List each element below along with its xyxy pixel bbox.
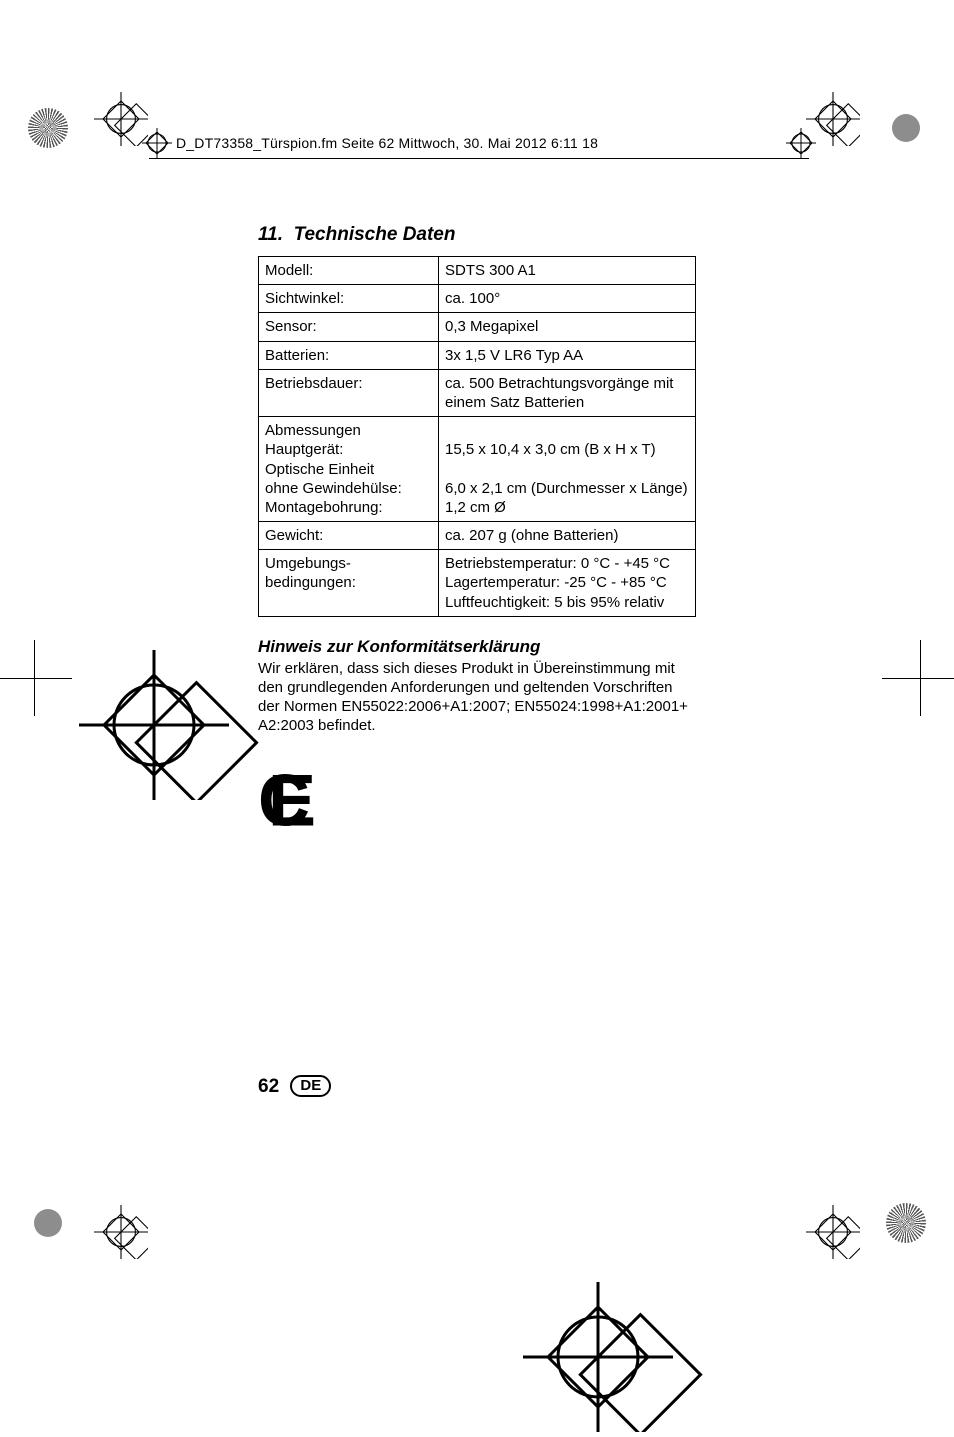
crop-mark-icon <box>806 1205 860 1259</box>
reg-mark-bottom-right <box>884 1201 928 1245</box>
crop-mark-icon <box>448 1282 508 1342</box>
reg-mark-top-left <box>26 106 70 150</box>
spec-value: SDTS 300 A1 <box>439 257 696 285</box>
crop-mark-icon <box>4 650 64 710</box>
reg-mark-top-right <box>884 106 928 150</box>
table-row: Umgebungs- bedingungen:Betriebstemperatu… <box>259 550 696 617</box>
main-content: 11. Technische Daten Modell:SDTS 300 A1S… <box>258 224 696 842</box>
header-filename: D_DT73358_Türspion.fm Seite 62 Mittwoch,… <box>176 135 598 151</box>
country-badge: DE <box>290 1075 331 1097</box>
spec-value: 15,5 x 10,4 x 3,0 cm (B x H x T) 6,0 x 2… <box>439 417 696 522</box>
table-row: Sichtwinkel:ca. 100° <box>259 285 696 313</box>
spec-value: 0,3 Megapixel <box>439 313 696 341</box>
conformity-text: Wir erklären, dass sich dieses Produkt i… <box>258 659 696 736</box>
conformity-heading: Hinweis zur Konformitätserklärung <box>258 637 696 657</box>
crop-mark-icon <box>94 1205 148 1259</box>
spec-label: Modell: <box>259 257 439 285</box>
spec-value: Betriebstemperatur: 0 °C - +45 °C Lagert… <box>439 550 696 617</box>
crop-mark-icon <box>94 92 148 146</box>
spec-label: Umgebungs- bedingungen: <box>259 550 439 617</box>
spec-label: Sensor: <box>259 313 439 341</box>
spec-value: ca. 207 g (ohne Batterien) <box>439 522 696 550</box>
table-row: Modell:SDTS 300 A1 <box>259 257 696 285</box>
spec-value: ca. 500 Betrachtungsvorgänge mit einem S… <box>439 369 696 416</box>
table-row: Betriebsdauer:ca. 500 Betrachtungsvorgän… <box>259 369 696 416</box>
spec-label: Sichtwinkel: <box>259 285 439 313</box>
section-title: Technische Daten <box>294 224 456 245</box>
spec-value: ca. 100° <box>439 285 696 313</box>
header-cross-right-icon <box>786 128 816 158</box>
header-rule <box>149 158 809 159</box>
spec-label: Abmessungen Hauptgerät: Optische Einheit… <box>259 417 439 522</box>
spec-table: Modell:SDTS 300 A1Sichtwinkel:ca. 100°Se… <box>258 256 696 617</box>
table-row: Batterien:3x 1,5 V LR6 Typ AA <box>259 341 696 369</box>
ce-mark-icon: C E <box>258 759 696 843</box>
spec-label: Batterien: <box>259 341 439 369</box>
table-row: Abmessungen Hauptgerät: Optische Einheit… <box>259 417 696 522</box>
page-footer: 62 DE <box>258 1075 331 1098</box>
spec-value: 3x 1,5 V LR6 Typ AA <box>439 341 696 369</box>
page-number: 62 <box>258 1076 279 1097</box>
header-cross-left-icon <box>142 128 172 158</box>
table-row: Sensor:0,3 Megapixel <box>259 313 696 341</box>
reg-mark-bottom-left <box>26 1201 70 1245</box>
spec-label: Gewicht: <box>259 522 439 550</box>
spec-label: Betriebsdauer: <box>259 369 439 416</box>
section-number: 11. <box>258 224 283 245</box>
section-heading: 11. Technische Daten <box>258 224 696 246</box>
crop-mark-icon <box>890 650 950 710</box>
table-row: Gewicht:ca. 207 g (ohne Batterien) <box>259 522 696 550</box>
